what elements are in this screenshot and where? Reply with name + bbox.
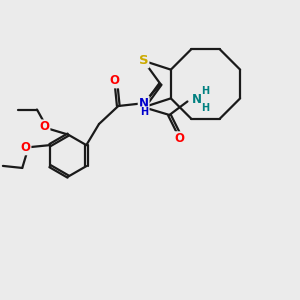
Text: O: O [40, 120, 50, 134]
Text: H: H [140, 106, 148, 117]
Text: O: O [175, 132, 184, 145]
Text: H: H [202, 86, 210, 96]
Text: H: H [202, 103, 210, 113]
Text: O: O [20, 141, 31, 154]
Text: S: S [139, 54, 148, 67]
Text: N: N [139, 97, 148, 110]
Text: O: O [110, 74, 120, 87]
Text: N: N [192, 93, 202, 106]
